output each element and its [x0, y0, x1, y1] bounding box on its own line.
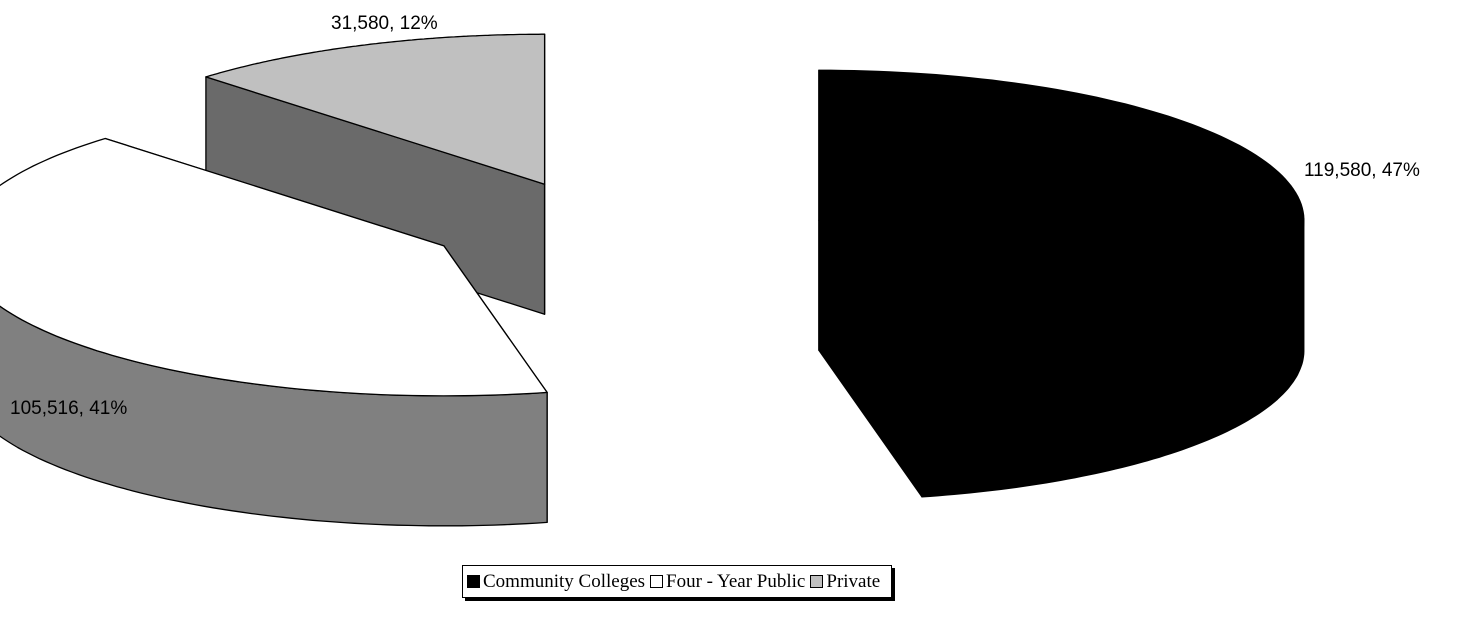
pie-slice-four-year-public [0, 137, 548, 397]
legend-item-private: Private [810, 571, 880, 593]
legend-label-four-year-public: Four - Year Public [666, 570, 806, 592]
legend-swatch-community-colleges [467, 575, 480, 588]
legend-label-community-colleges: Community Colleges [483, 570, 646, 592]
pie-slices [0, 33, 1305, 527]
legend: Community Colleges Four - Year Public Pr… [462, 565, 893, 598]
legend-item-four-year-public: Four - Year Public [650, 571, 805, 593]
data-label-private: 31,580, 12% [331, 13, 438, 34]
data-label-community-colleges: 119,580, 47% [1304, 160, 1420, 181]
legend-swatch-four-year-public [650, 575, 664, 588]
data-label-four-year-public: 105,516, 41% [10, 398, 127, 419]
legend-item-community-colleges: Community Colleges [467, 571, 645, 593]
pie-slice-community-colleges [818, 69, 1305, 368]
legend-label-private: Private [826, 570, 881, 592]
pie-slice-private [205, 33, 546, 185]
legend-swatch-private [810, 575, 824, 588]
